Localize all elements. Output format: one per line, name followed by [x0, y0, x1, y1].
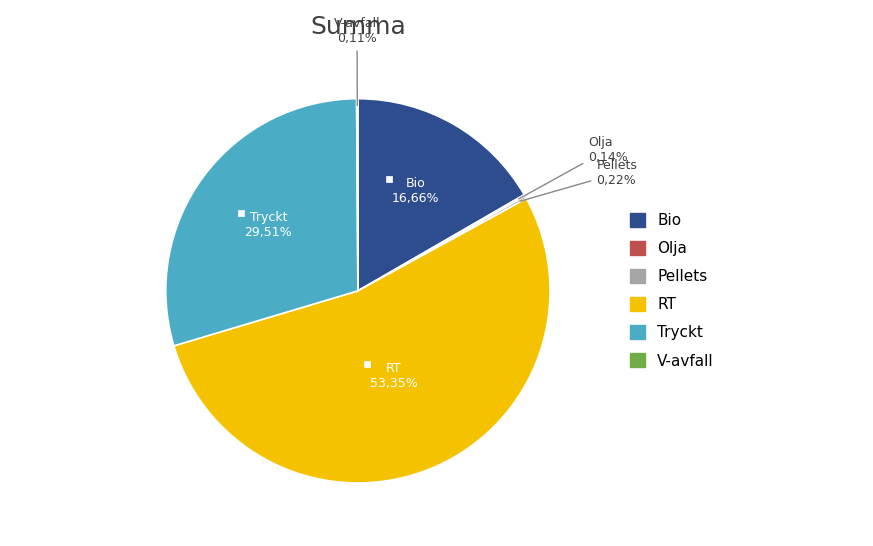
Wedge shape: [166, 99, 358, 346]
Text: Olja
0,14%: Olja 0,14%: [519, 135, 628, 199]
Wedge shape: [358, 195, 526, 291]
Wedge shape: [356, 99, 358, 291]
Legend: Bio, Olja, Pellets, RT, Tryckt, V-avfall: Bio, Olja, Pellets, RT, Tryckt, V-avfall: [629, 213, 714, 369]
Text: Tryckt
29,51%: Tryckt 29,51%: [244, 211, 292, 239]
Text: Bio
16,66%: Bio 16,66%: [392, 177, 439, 205]
Text: Pellets
0,22%: Pellets 0,22%: [520, 159, 637, 201]
Wedge shape: [358, 196, 526, 291]
Wedge shape: [174, 199, 550, 483]
Text: V-avfall
0,11%: V-avfall 0,11%: [333, 17, 381, 105]
Text: RT
53,35%: RT 53,35%: [369, 362, 417, 390]
Wedge shape: [358, 99, 525, 291]
Title: Summa: Summa: [310, 15, 406, 39]
